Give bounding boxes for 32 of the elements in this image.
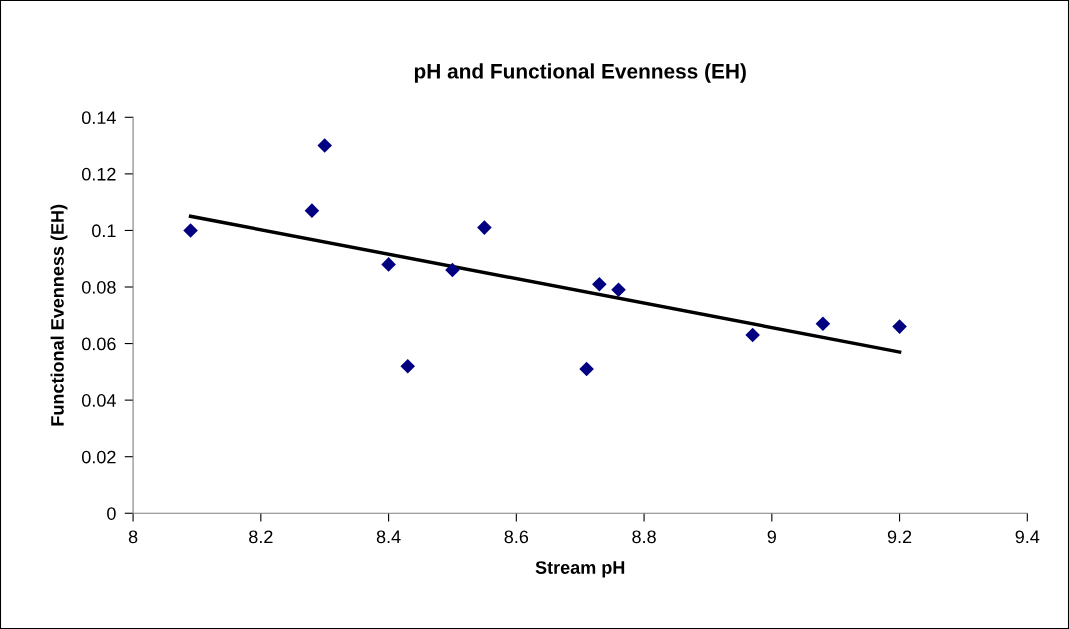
point	[611, 282, 626, 298]
x-tick-label: 8.4	[376, 530, 401, 544]
point	[183, 223, 198, 238]
x-tick-label: 9.2	[887, 530, 912, 544]
chart-title: pH and Functional Evenness (EH)	[414, 63, 746, 83]
x-axis-title: Stream pH	[535, 561, 625, 578]
point	[317, 138, 332, 153]
point	[815, 316, 831, 332]
y-tick-label: 0.02	[81, 450, 116, 464]
y-axis-title: Functional Evenness (EH)	[50, 204, 68, 426]
y-tick-label: 0.08	[81, 280, 116, 294]
x-tick-label: 8.2	[249, 530, 273, 544]
x-tick-label: 9.4	[1015, 530, 1040, 544]
x-tick-label: 8.6	[504, 530, 529, 544]
x-tick-label: 8	[128, 530, 138, 544]
x-tick-label: 8.8	[632, 530, 656, 544]
y-tick-label: 0	[107, 507, 116, 520]
point	[381, 257, 396, 272]
point	[592, 276, 607, 292]
point	[892, 319, 907, 334]
point	[304, 203, 320, 218]
y-tick-label: 0.1	[92, 224, 116, 238]
point	[745, 327, 760, 343]
y-tick-label: 0.14	[81, 111, 116, 125]
y-tick-label: 0.04	[81, 394, 116, 407]
y-tick-label: 0.12	[81, 167, 116, 181]
point	[477, 220, 492, 235]
x-tick-label: 9	[767, 530, 776, 544]
y-tick-label: 0.06	[81, 337, 116, 351]
point	[579, 361, 594, 377]
point	[445, 262, 460, 278]
point	[400, 358, 416, 374]
